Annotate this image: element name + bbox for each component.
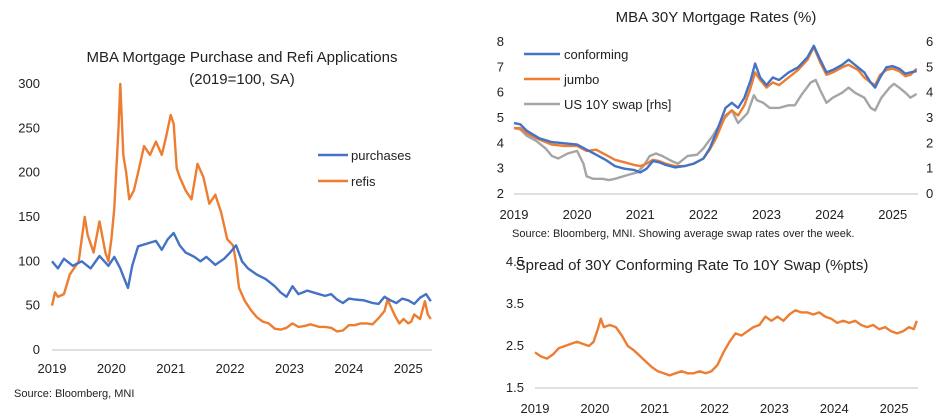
rates-legend-label-conforming: conforming [564, 47, 628, 62]
rates-x-tick-4: 2023 [752, 207, 781, 222]
apps-x-tick-4: 2023 [275, 361, 304, 376]
rates-y2-tick-2: 2 [926, 135, 933, 150]
apps-x-tick-3: 2022 [216, 361, 245, 376]
apps-series-purchases-line [51, 231, 432, 306]
spread-x-tick-5: 2024 [820, 401, 849, 416]
rates-legend-label-us-10y-swap-rhs-: US 10Y swap [rhs] [564, 97, 671, 112]
spread-x-tick-4: 2023 [760, 401, 789, 416]
spread-x-tick-6: 2025 [880, 401, 909, 416]
rates-x-tick-2: 2021 [626, 207, 655, 222]
rates-x-tick-0: 2019 [500, 207, 529, 222]
rates-y-tick-6: 8 [497, 34, 504, 49]
rates-y2-tick-4: 4 [926, 85, 933, 100]
rates-y-tick-2: 4 [497, 135, 504, 150]
apps-x-tick-2: 2021 [156, 361, 185, 376]
spread-y-tick-3: 4.5 [506, 254, 524, 269]
apps-x-tick-0: 2019 [38, 361, 67, 376]
apps-y-tick-2: 100 [18, 253, 40, 268]
spread-y-tick-2: 3.5 [506, 296, 524, 311]
apps-legend-label-purchases: purchases [351, 148, 411, 163]
rates-legend-label-jumbo: jumbo [563, 72, 599, 87]
apps-x-tick-6: 2025 [394, 361, 423, 376]
rates-y-tick-0: 2 [497, 186, 504, 201]
apps-y-tick-6: 300 [18, 76, 40, 91]
spread-y-tick-1: 2.5 [506, 338, 524, 353]
rates-y-tick-4: 6 [497, 85, 504, 100]
rates-y2-tick-3: 3 [926, 110, 933, 125]
spread-x-tick-1: 2020 [580, 401, 609, 416]
apps-legend-label-refis: refis [351, 174, 376, 189]
spread-y-tick-0: 1.5 [506, 380, 524, 395]
apps-title: MBA Mortgage Purchase and Refi Applicati… [86, 49, 397, 66]
rates-title: MBA 30Y Mortgage Rates (%) [616, 9, 817, 26]
apps-x-tick-1: 2020 [97, 361, 126, 376]
apps-y-tick-3: 150 [18, 209, 40, 224]
apps-series-refis-line [50, 82, 432, 333]
rates-x-tick-1: 2020 [563, 207, 592, 222]
apps-subtitle: (2019=100, SA) [189, 71, 295, 88]
rates-x-tick-3: 2022 [689, 207, 718, 222]
rates-series-conforming-line [513, 44, 917, 174]
spread-title: Spread of 30Y Conforming Rate To 10Y Swa… [516, 257, 869, 274]
rates-source: Source: Bloomberg, MNI. Showing average … [512, 228, 854, 240]
rates-y2-tick-6: 6 [926, 34, 933, 49]
apps-y-tick-0: 0 [33, 342, 40, 357]
rates-series-us-10y-swap-rhs--line [513, 78, 918, 182]
spread-x-tick-0: 2019 [521, 401, 550, 416]
rates-series-jumbo-line [514, 45, 918, 168]
rates-x-tick-5: 2024 [815, 207, 844, 222]
rates-y-tick-5: 7 [497, 59, 504, 74]
apps-y-tick-5: 250 [18, 120, 40, 135]
rates-y-tick-3: 5 [497, 110, 504, 125]
rates-y2-tick-5: 5 [926, 59, 933, 74]
rates-y2-tick-1: 1 [926, 161, 933, 176]
rates-y2-tick-0: 0 [926, 186, 933, 201]
apps-y-tick-4: 200 [18, 165, 40, 180]
apps-x-tick-5: 2024 [334, 361, 363, 376]
spread-series-spread-line [534, 309, 918, 377]
apps-y-tick-1: 50 [26, 298, 40, 313]
spread-x-tick-3: 2022 [700, 401, 729, 416]
rates-y-tick-1: 3 [497, 161, 504, 176]
rates-x-tick-6: 2025 [878, 207, 907, 222]
apps-source: Source: Bloomberg, MNI [14, 388, 134, 400]
spread-x-tick-2: 2021 [640, 401, 669, 416]
